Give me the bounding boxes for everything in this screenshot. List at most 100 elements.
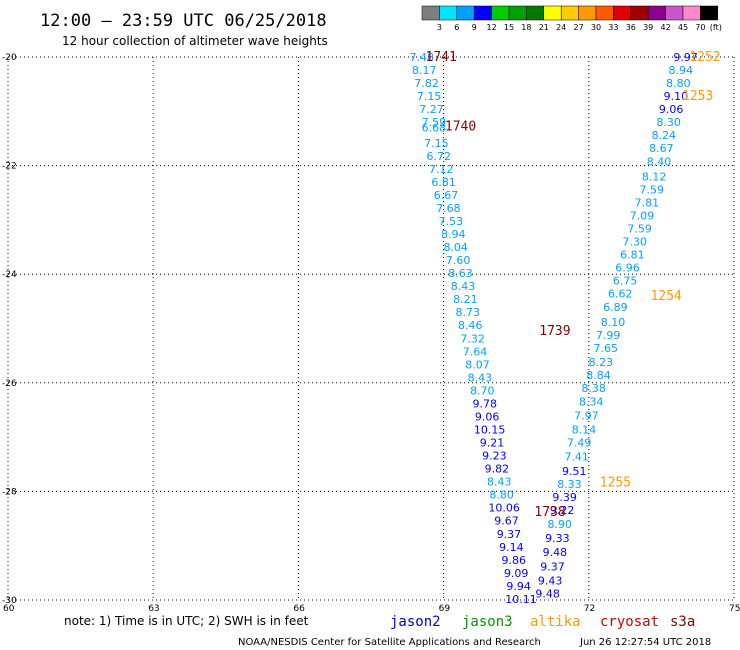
swh-value: 7.60 bbox=[446, 254, 471, 267]
chart-title: 12:00 – 23:59 UTC 06/25/2018 bbox=[40, 11, 327, 31]
swh-value: 9.09 bbox=[504, 567, 529, 580]
swh-value: 9.82 bbox=[485, 463, 510, 476]
swh-value: 9.39 bbox=[552, 491, 577, 504]
swh-value: 7.53 bbox=[439, 215, 464, 228]
swh-value: 10.15 bbox=[474, 423, 506, 436]
swh-value: 7.97 bbox=[574, 409, 599, 422]
swh-value: 8.90 bbox=[548, 518, 573, 531]
swh-value: 7.49 bbox=[567, 437, 592, 450]
colorbar-label: 12 bbox=[487, 23, 497, 32]
swh-value: 8.63 bbox=[448, 267, 473, 280]
swh-value: 8.80 bbox=[489, 489, 514, 502]
swh-value: 8.34 bbox=[579, 395, 604, 408]
swh-value: 8.24 bbox=[652, 129, 677, 142]
swh-value: 8.94 bbox=[669, 64, 694, 77]
swh-value: 8.38 bbox=[581, 382, 606, 395]
swh-value: 8.12 bbox=[642, 170, 667, 183]
swh-value: 9.14 bbox=[499, 541, 524, 554]
colorbar-swatch bbox=[456, 5, 475, 21]
colorbar-swatch bbox=[647, 5, 666, 21]
pass-label: 1738 bbox=[534, 505, 565, 520]
colorbar-swatch bbox=[543, 5, 562, 21]
colorbar-swatch bbox=[700, 5, 719, 21]
swh-value: 7.65 bbox=[593, 342, 618, 355]
swh-value: 8.43 bbox=[468, 371, 493, 384]
pass-label: 1252 bbox=[689, 50, 720, 65]
swh-value: 8.17 bbox=[412, 64, 437, 77]
swh-value: 9.06 bbox=[659, 103, 684, 116]
swh-value: 9.22 bbox=[550, 504, 575, 517]
x-tick-label: 69 bbox=[439, 604, 451, 614]
satellite-legend-item: jason2 bbox=[390, 614, 441, 630]
swh-value: 9.33 bbox=[545, 532, 570, 545]
swh-value: 9.43 bbox=[538, 574, 563, 587]
swh-value: 7.81 bbox=[635, 197, 660, 210]
swh-value: 6.96 bbox=[615, 262, 640, 275]
swh-value: 7.48 bbox=[410, 51, 435, 64]
colorbar-label: 24 bbox=[556, 23, 566, 32]
swh-value: 9.67 bbox=[494, 515, 519, 528]
colorbar-label: 45 bbox=[678, 23, 688, 32]
colorbar-swatch bbox=[665, 5, 684, 21]
swh-value: 7.59 bbox=[422, 116, 447, 129]
colorbar-label: 33 bbox=[608, 23, 618, 32]
colorbar-swatch bbox=[595, 5, 614, 21]
colorbar-label: 27 bbox=[574, 23, 584, 32]
colorbar-swatch bbox=[421, 5, 440, 21]
swh-value: 6.81 bbox=[620, 249, 645, 262]
swh-value: 8.33 bbox=[557, 478, 582, 491]
plot-area: -20 -22 -24 -26 -28 -30 60 63 66 69 72 75 7.488.17… bbox=[2, 50, 740, 614]
satellite-legend-item: cryosat bbox=[600, 614, 659, 630]
colorbar-swatch bbox=[491, 5, 510, 21]
footer-org: NOAA/NESDIS Center for Satellite Applica… bbox=[238, 637, 541, 648]
colorbar-label: 70 bbox=[695, 23, 705, 32]
swh-value: 7.12 bbox=[429, 163, 454, 176]
swh-value: 8.21 bbox=[453, 293, 478, 306]
colorbar-label: 21 bbox=[539, 23, 549, 32]
x-tick-label: 66 bbox=[293, 604, 305, 614]
colorbar-label: 6 bbox=[454, 23, 459, 32]
swh-value: 9.21 bbox=[480, 437, 505, 450]
pass-labels: 1741 1740 1739 1738 1252 1253 1254 1255 bbox=[426, 50, 721, 520]
swh-value: 9.48 bbox=[543, 546, 568, 559]
swh-value: 8.10 bbox=[601, 316, 626, 329]
chart-subtitle: 12 hour collection of altimeter wave hei… bbox=[62, 34, 328, 48]
swh-value: 8.46 bbox=[458, 319, 483, 332]
swh-value: 7.30 bbox=[623, 236, 648, 249]
swh-value: 6.62 bbox=[608, 288, 633, 301]
footer-timestamp: Jun 26 12:27:54 UTC 2018 bbox=[579, 637, 711, 648]
swh-value: 8.70 bbox=[470, 384, 495, 397]
swh-value: 7.15 bbox=[417, 90, 442, 103]
swh-value: 7.15 bbox=[424, 137, 449, 150]
swh-value: 7.32 bbox=[460, 332, 485, 345]
swh-value: 9.86 bbox=[502, 554, 527, 567]
swh-value: 7.68 bbox=[436, 202, 461, 215]
satellite-legend-item: s3a bbox=[670, 614, 695, 630]
colorbar-label: 39 bbox=[643, 23, 653, 32]
colorbar-swatch bbox=[630, 5, 649, 21]
y-tick-label: -22 bbox=[2, 162, 17, 172]
colorbar-label: 36 bbox=[626, 23, 636, 32]
swh-value: 9.97 bbox=[673, 51, 698, 64]
y-tick-label: -28 bbox=[2, 487, 17, 497]
satellite-legend-item: altika bbox=[530, 614, 581, 630]
swh-value: 10.11 bbox=[505, 593, 537, 606]
colorbar-swatch bbox=[473, 5, 492, 21]
colorbar-unit: (ft) bbox=[710, 23, 722, 32]
y-tick-label: -20 bbox=[2, 53, 17, 63]
colorbar-swatch bbox=[682, 5, 701, 21]
swh-value: 8.73 bbox=[456, 306, 481, 319]
colorbar-swatch bbox=[613, 5, 632, 21]
swh-value: 8.30 bbox=[656, 116, 681, 129]
swh-value: 7.82 bbox=[414, 77, 439, 90]
x-tick-label: 60 bbox=[3, 604, 15, 614]
colorbar-swatch bbox=[560, 5, 579, 21]
swh-value: 9.23 bbox=[482, 450, 507, 463]
pass-label: 1739 bbox=[539, 324, 570, 339]
swh-value: 8.80 bbox=[666, 77, 691, 90]
swh-value: 9.51 bbox=[562, 465, 587, 478]
colorbar-label: 9 bbox=[472, 23, 477, 32]
swh-value: 9.10 bbox=[664, 90, 689, 103]
swh-value: 9.37 bbox=[497, 528, 522, 541]
swh-value: 7.59 bbox=[627, 223, 652, 236]
